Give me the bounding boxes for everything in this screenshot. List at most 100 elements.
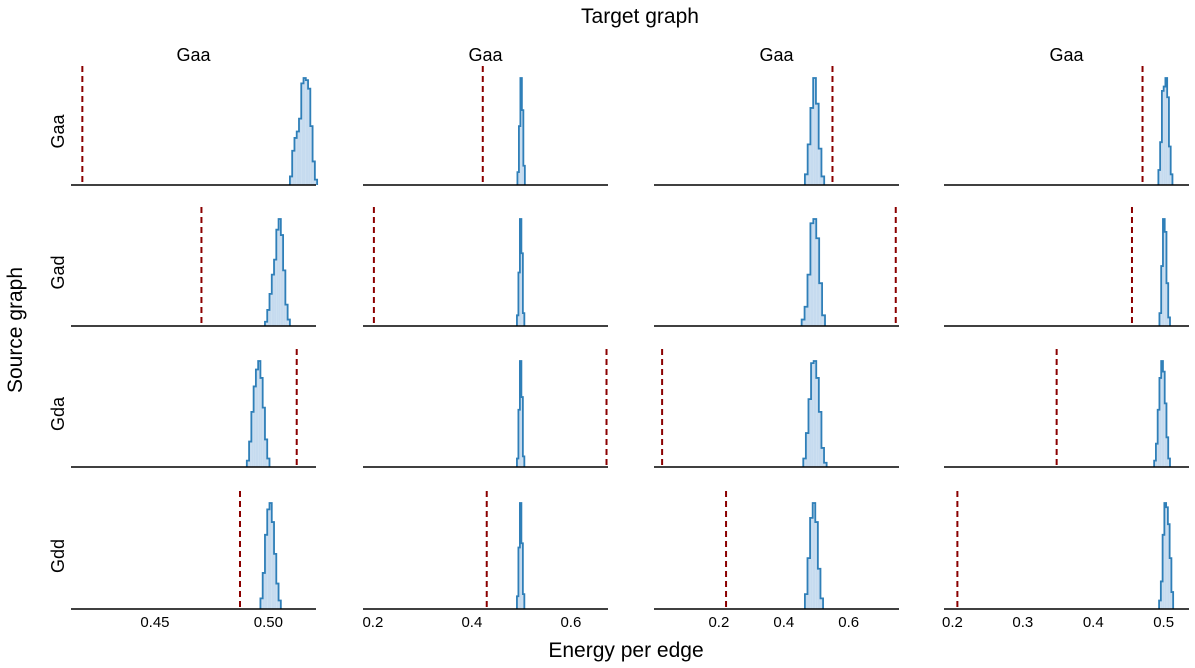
row-label: Gad xyxy=(48,255,68,289)
histogram-bin xyxy=(803,458,806,467)
histogram-bin xyxy=(278,600,281,609)
histogram-bin xyxy=(821,176,825,185)
panel xyxy=(363,66,608,186)
histogram-bin xyxy=(264,439,268,467)
histogram-bin xyxy=(296,131,299,185)
histogram-bin xyxy=(292,150,295,185)
x-tick-label: 0.50 xyxy=(254,614,283,631)
histogram-bin xyxy=(251,411,254,467)
histogram-bin xyxy=(822,315,826,326)
panel xyxy=(944,349,1189,468)
histogram-bin xyxy=(312,161,315,185)
histogram-bin xyxy=(262,572,265,609)
row-label: Gdd xyxy=(48,539,68,573)
histogram-bin xyxy=(813,361,817,467)
histogram-bin xyxy=(264,321,268,326)
histogram-bin xyxy=(824,462,827,467)
panel xyxy=(71,66,319,186)
histogram-bin xyxy=(819,283,823,326)
histogram-bin xyxy=(520,78,522,185)
histogram-bin xyxy=(804,594,808,609)
x-tick-label: 0.3 xyxy=(1012,614,1033,631)
column-title: Gaa xyxy=(1049,45,1084,65)
histogram-bin xyxy=(1165,78,1168,185)
histogram-bin xyxy=(807,144,811,185)
histogram-outline xyxy=(516,360,526,467)
histogram-bin xyxy=(264,534,268,609)
histogram-bin xyxy=(813,219,817,326)
histogram-bin xyxy=(269,293,272,326)
x-tick-label: 0.4 xyxy=(461,614,482,631)
histogram-bin xyxy=(246,460,250,467)
histogram-bin xyxy=(808,399,812,467)
panel xyxy=(944,66,1189,186)
histogram-bin xyxy=(801,319,805,326)
histogram-bin xyxy=(262,407,265,467)
histogram-bin xyxy=(249,441,252,467)
panel xyxy=(654,349,899,468)
histogram-outline xyxy=(1153,360,1171,467)
histogram-bin xyxy=(817,568,821,609)
histogram-bin xyxy=(310,126,313,185)
histogram-bin xyxy=(810,517,813,609)
histogram-outline xyxy=(245,360,271,467)
histogram-bin xyxy=(804,306,808,326)
histogram-bin xyxy=(821,447,825,467)
column-title: Gaa xyxy=(468,45,503,65)
x-tick-label: 0.6 xyxy=(838,614,859,631)
histogram-bin xyxy=(812,503,816,609)
histogram-bin xyxy=(807,274,811,326)
histogram-bin xyxy=(1162,371,1165,467)
histogram-bin xyxy=(305,80,309,185)
panel xyxy=(363,349,608,468)
histogram-bin xyxy=(820,598,824,609)
panel: 0.2 0.4 0.6 xyxy=(362,491,608,631)
histogram-bin xyxy=(260,377,263,467)
histogram-bin xyxy=(813,78,816,185)
panel xyxy=(944,207,1189,327)
histogram-outline xyxy=(264,218,291,326)
histogram-bin xyxy=(804,174,808,185)
row-label: Gda xyxy=(48,396,68,431)
histogram-bin xyxy=(1161,361,1163,467)
histogram-outline xyxy=(1158,502,1175,609)
x-tick-label: 0.6 xyxy=(560,614,581,631)
histogram-bin xyxy=(805,433,809,467)
histogram-bin xyxy=(267,309,270,326)
histogram-bin xyxy=(260,598,263,609)
histogram-outline xyxy=(259,502,282,609)
x-tick-label: 0.4 xyxy=(1083,614,1104,631)
histogram-bin xyxy=(289,176,293,185)
x-tick-label: 0.2 xyxy=(362,614,383,631)
panel: 0.2 0.3 0.4 0.5 xyxy=(942,491,1189,631)
histogram-bin xyxy=(810,107,814,185)
histogram-outline xyxy=(516,502,526,609)
histogram-bin xyxy=(303,78,306,185)
panel: 0.2 0.4 0.6 xyxy=(654,491,899,631)
histogram-bin xyxy=(1164,503,1167,609)
figure-xlabel: Energy per edge xyxy=(548,639,703,662)
histogram-bin xyxy=(807,558,811,609)
histogram-bin xyxy=(283,270,286,326)
histogram-bin xyxy=(815,103,819,185)
histogram-bin xyxy=(253,386,256,467)
column-title: Gaa xyxy=(759,45,794,65)
histogram-bin xyxy=(818,148,822,185)
panel xyxy=(654,207,899,327)
histogram-bin xyxy=(298,118,302,185)
histogram-bin xyxy=(269,503,272,609)
histogram-bin xyxy=(280,235,284,326)
histogram-bin xyxy=(294,137,297,185)
histogram-outline xyxy=(289,77,319,185)
panel xyxy=(71,207,316,327)
histogram-bin xyxy=(314,179,318,185)
figure-ylabel: Source graph xyxy=(4,267,27,393)
histogram-bin xyxy=(815,522,818,609)
histogram-bin xyxy=(1159,377,1162,467)
histogram-bin xyxy=(816,377,819,467)
histogram-outline xyxy=(1157,77,1174,185)
histogram-outline xyxy=(802,360,828,467)
histogram-bin xyxy=(258,361,261,467)
